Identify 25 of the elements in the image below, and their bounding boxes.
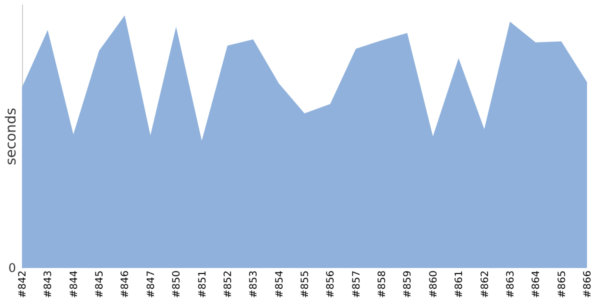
x-tick-label: #863	[505, 270, 516, 298]
x-tick-label: #854	[274, 270, 286, 298]
x-tick-label: #843	[43, 270, 54, 298]
x-tick-label: #846	[120, 270, 132, 298]
x-tick-label: #861	[454, 270, 466, 298]
x-tick-label: #852	[222, 270, 234, 298]
x-tick-label: #856	[326, 270, 337, 298]
annotation: 0	[8, 261, 16, 275]
x-tick-label: #850	[172, 270, 183, 298]
x-tick-label: #857	[351, 270, 362, 298]
x-tick-label: #860	[428, 270, 440, 298]
x-tick-label: #851	[197, 270, 208, 298]
x-tick-label: #865	[556, 270, 568, 298]
x-tick-label: #858	[377, 270, 388, 298]
x-tick-label: #842	[18, 270, 28, 298]
x-tick-label: #847	[146, 270, 157, 298]
x-tick-label: #859	[402, 270, 414, 298]
x-tick-label: #862	[480, 270, 491, 298]
x-tick-label: #853	[248, 270, 260, 298]
x-tick-label: #864	[531, 270, 542, 298]
x-tick-label: #845	[94, 270, 106, 298]
x-tick-label: #866	[582, 270, 594, 298]
x-tick-label: #844	[68, 270, 80, 298]
y-axis-title: seconds	[4, 108, 20, 166]
x-tick-label: #855	[300, 270, 311, 298]
